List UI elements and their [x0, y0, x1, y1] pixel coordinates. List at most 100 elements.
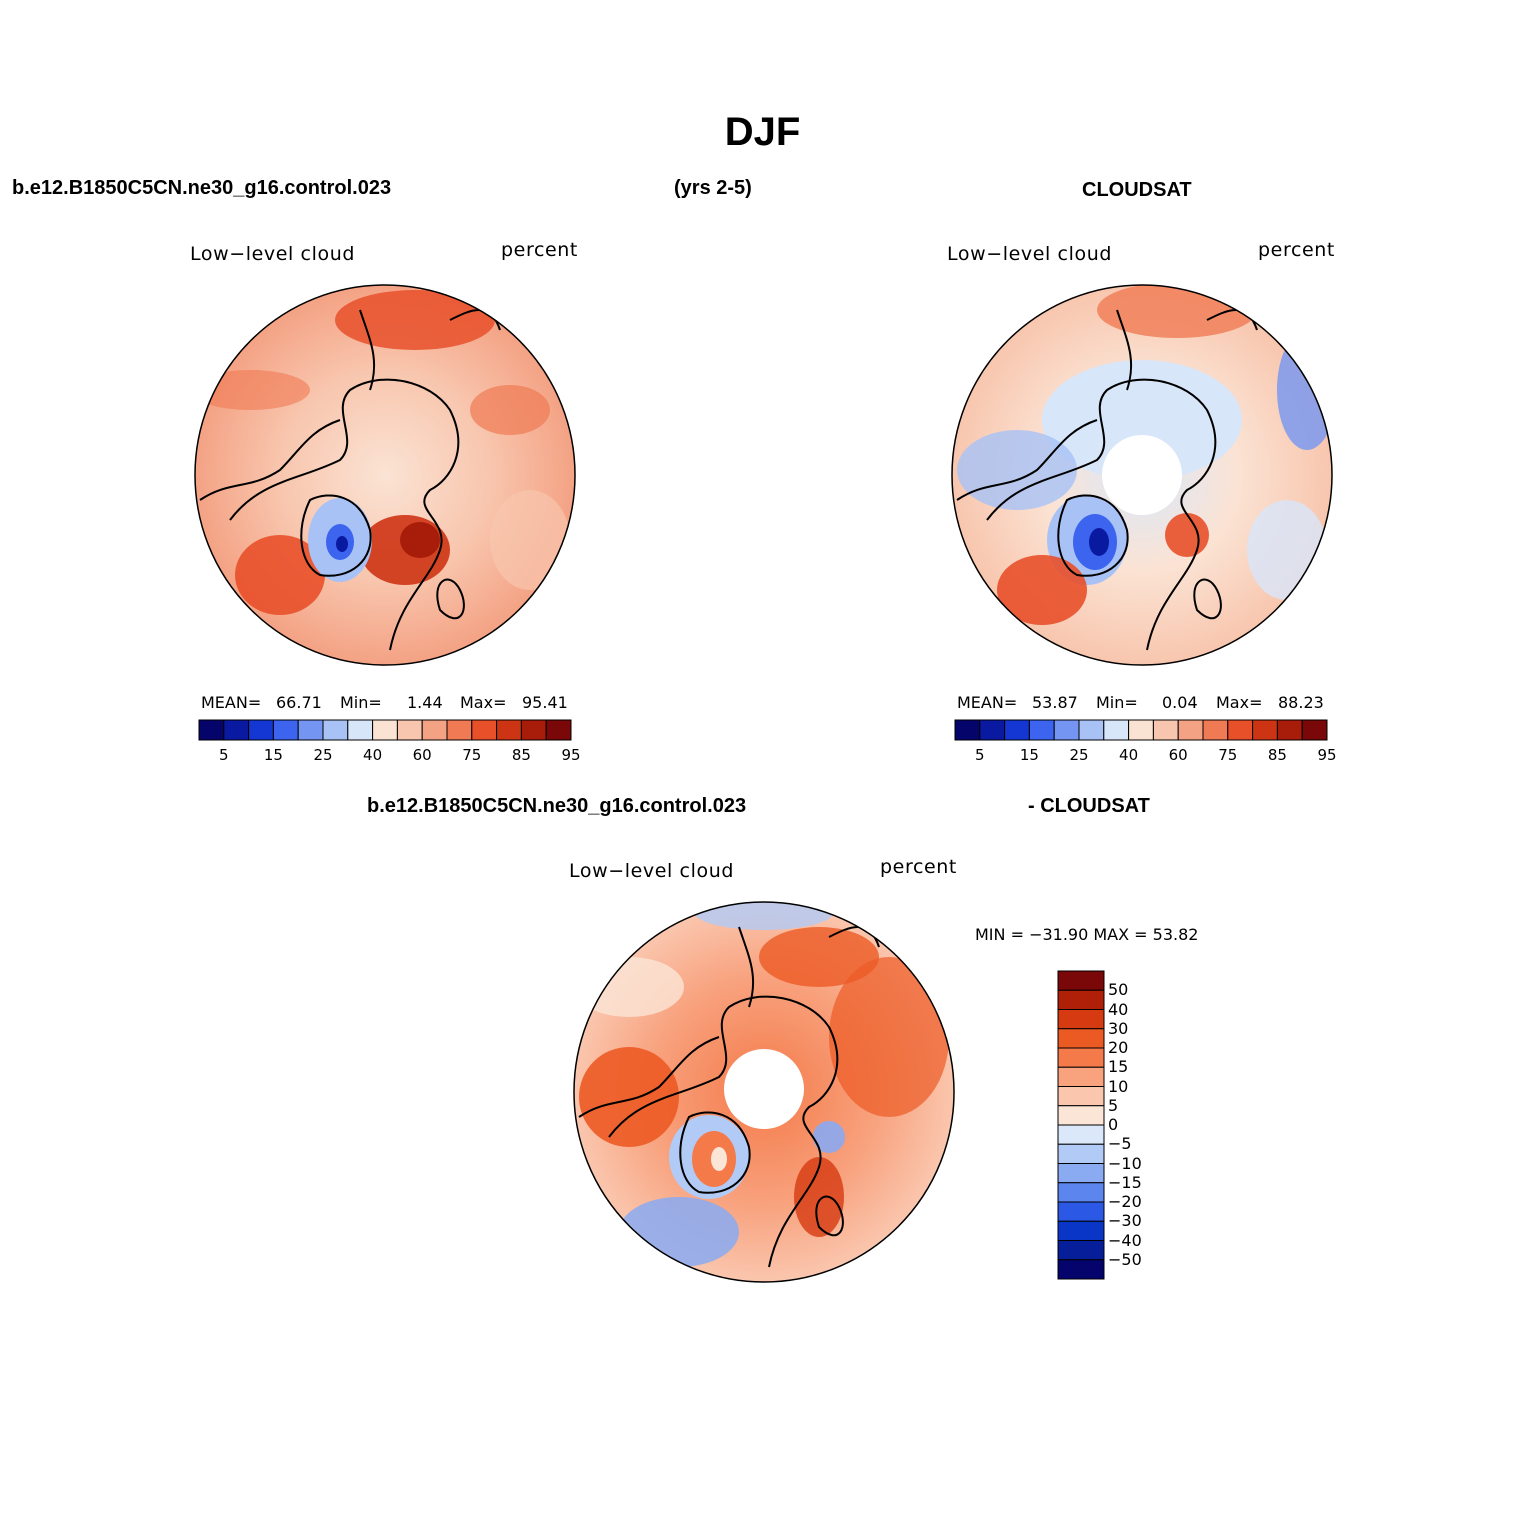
panel2-colorbar-tick-label: 60: [1168, 746, 1188, 764]
panel2-max-value: 88.23: [1278, 693, 1324, 712]
panel3-units-label: percent: [880, 856, 957, 878]
panel2-colorbar-swatch: [1128, 719, 1154, 741]
panel3-colorbar-tick-label: −5: [1108, 1134, 1132, 1154]
panel2-colorbar-swatch: [1103, 719, 1130, 741]
panel2-colorbar-tick-label: 75: [1218, 746, 1238, 764]
panel3-colorbar-swatch: [1057, 1047, 1105, 1068]
panel1-colorbar: [198, 719, 572, 741]
years-label: (yrs 2-5): [674, 177, 752, 199]
panel3-minmax-text: MIN = −31.90 MAX = 53.82: [975, 925, 1199, 944]
panel3-colorbar-swatch: [1057, 1259, 1105, 1280]
panel1-colorbar-swatch: [471, 719, 498, 741]
panel1-colorbar-swatch: [372, 719, 398, 741]
panel3-colorbar-tick-label: 5: [1108, 1095, 1119, 1115]
panel3-colorbar-swatch: [1057, 1201, 1105, 1222]
obs-name-label: CLOUDSAT: [1082, 179, 1192, 201]
panel3-colorbar-swatch: [1057, 1240, 1105, 1261]
panel1-colorbar-swatch: [297, 719, 324, 741]
panel2-colorbar-swatch: [979, 719, 1006, 741]
panel3-colorbar-swatch: [1057, 1066, 1105, 1087]
panel3-colorbar-swatch: [1057, 1028, 1105, 1049]
panel1-polar-map: [194, 284, 576, 666]
panel1-colorbar-tick-label: 15: [263, 746, 283, 764]
panel1-colorbar-tick-label: 5: [219, 746, 229, 764]
figure-title: DJF: [724, 110, 801, 154]
panel1-mean-label: MEAN=: [201, 693, 262, 712]
panel2-colorbar-swatch: [1177, 719, 1204, 741]
panel3-colorbar-swatch: [1057, 1105, 1105, 1126]
panel2-colorbar: [954, 719, 1328, 741]
panel3-colorbar-swatch: [1057, 989, 1105, 1010]
panel1-colorbar-swatch: [322, 719, 349, 741]
panel3-colorbar-swatch: [1057, 1143, 1105, 1164]
panel1-colorbar-swatch: [545, 719, 572, 741]
panel2-colorbar-tick-label: 40: [1119, 746, 1139, 764]
panel3-colorbar-tick-label: 30: [1108, 1018, 1129, 1038]
panel2-min-label: Min=: [1096, 693, 1138, 712]
panel2-polar-map: [951, 284, 1333, 666]
panel3-variable-label: Low−level cloud: [569, 860, 735, 882]
panel2-units-label: percent: [1258, 239, 1335, 261]
panel1-colorbar-swatch: [223, 719, 250, 741]
panel2-colorbar-swatch: [1078, 719, 1105, 741]
panel3-colorbar-tick-label: 0: [1108, 1115, 1119, 1134]
panel1-mean-value: 66.71: [276, 693, 322, 712]
panel1-colorbar-swatch: [248, 719, 274, 741]
panel2-colorbar-swatch: [954, 719, 981, 741]
panel2-colorbar-tick-label: 15: [1019, 746, 1039, 764]
panel1-colorbar-tick-label: 25: [313, 746, 333, 764]
panel2-colorbar-swatch: [1252, 719, 1278, 741]
panel3-colorbar-tick-label: −50: [1108, 1249, 1142, 1269]
panel1-colorbar-tick-label: 75: [462, 746, 482, 764]
panel1-colorbar-swatch: [496, 719, 522, 741]
panel1-colorbar-tick-label: 60: [412, 746, 432, 764]
panel3-colorbar-swatch: [1057, 1124, 1105, 1145]
panel3-colorbar-tick-label: −10: [1108, 1153, 1142, 1173]
case-name-label: b.e12.B1850C5CN.ne30_g16.control.023: [12, 177, 392, 199]
panel1-colorbar-tick-label: 85: [511, 746, 531, 764]
panel1-variable-label: Low−level cloud: [190, 243, 356, 265]
panel2-colorbar-tick-label: 95: [1317, 746, 1337, 764]
panel3-colorbar-tick-label: −40: [1108, 1230, 1142, 1250]
panel3-colorbar-swatch: [1057, 1182, 1105, 1203]
panel3-colorbar-swatch: [1057, 970, 1105, 991]
panel2-variable-label: Low−level cloud: [947, 243, 1113, 265]
panel1-max-value: 95.41: [522, 693, 568, 712]
panel3-colorbar-swatch: [1057, 1086, 1105, 1107]
panel2-colorbar-tick-label: 85: [1267, 746, 1287, 764]
panel2-colorbar-swatch: [1276, 719, 1303, 741]
panel2-max-label: Max=: [1216, 693, 1263, 712]
panel2-colorbar-swatch: [1152, 719, 1179, 741]
panel2-colorbar-swatch: [1028, 719, 1055, 741]
panel3-colorbar: [1057, 970, 1105, 1280]
panel1-colorbar-swatch: [421, 719, 448, 741]
panel3-colorbar-tick-label: −20: [1108, 1192, 1142, 1211]
panel2-colorbar-tick-label: 25: [1069, 746, 1089, 764]
panel3-colorbar-tick-label: 50: [1108, 980, 1129, 1000]
panel3-colorbar-swatch: [1057, 1163, 1105, 1184]
panel1-colorbar-tick-label: 95: [561, 746, 581, 764]
panel1-min-label: Min=: [340, 693, 382, 712]
panel3-colorbar-tick-label: 10: [1108, 1076, 1129, 1096]
diff-obs-label: - CLOUDSAT: [1028, 795, 1150, 817]
panel1-colorbar-swatch: [198, 719, 225, 741]
panel3-colorbar-tick-label: −30: [1108, 1211, 1142, 1231]
panel2-colorbar-tick-label: 5: [975, 746, 985, 764]
panel3-colorbar-tick-label: 40: [1108, 999, 1129, 1019]
panel1-colorbar-swatch: [520, 719, 547, 741]
panel1-colorbar-tick-label: 40: [363, 746, 383, 764]
panel1-colorbar-swatch: [272, 719, 299, 741]
panel3-colorbar-swatch: [1057, 1220, 1105, 1241]
panel2-colorbar-swatch: [1301, 719, 1328, 741]
panel3-colorbar-tick-label: 15: [1108, 1057, 1129, 1077]
panel2-colorbar-swatch: [1227, 719, 1254, 741]
panel3-polar-map: [573, 901, 955, 1283]
panel2-colorbar-swatch: [1053, 719, 1080, 741]
panel3-colorbar-tick-label: −15: [1108, 1172, 1142, 1192]
panel1-colorbar-swatch: [396, 719, 423, 741]
panel3-colorbar-swatch: [1057, 1009, 1105, 1030]
panel2-mean-value: 53.87: [1032, 693, 1078, 712]
panel1-units-label: percent: [501, 239, 578, 261]
panel1-min-value: 1.44: [407, 693, 443, 712]
diff-case-label: b.e12.B1850C5CN.ne30_g16.control.023: [367, 795, 747, 817]
